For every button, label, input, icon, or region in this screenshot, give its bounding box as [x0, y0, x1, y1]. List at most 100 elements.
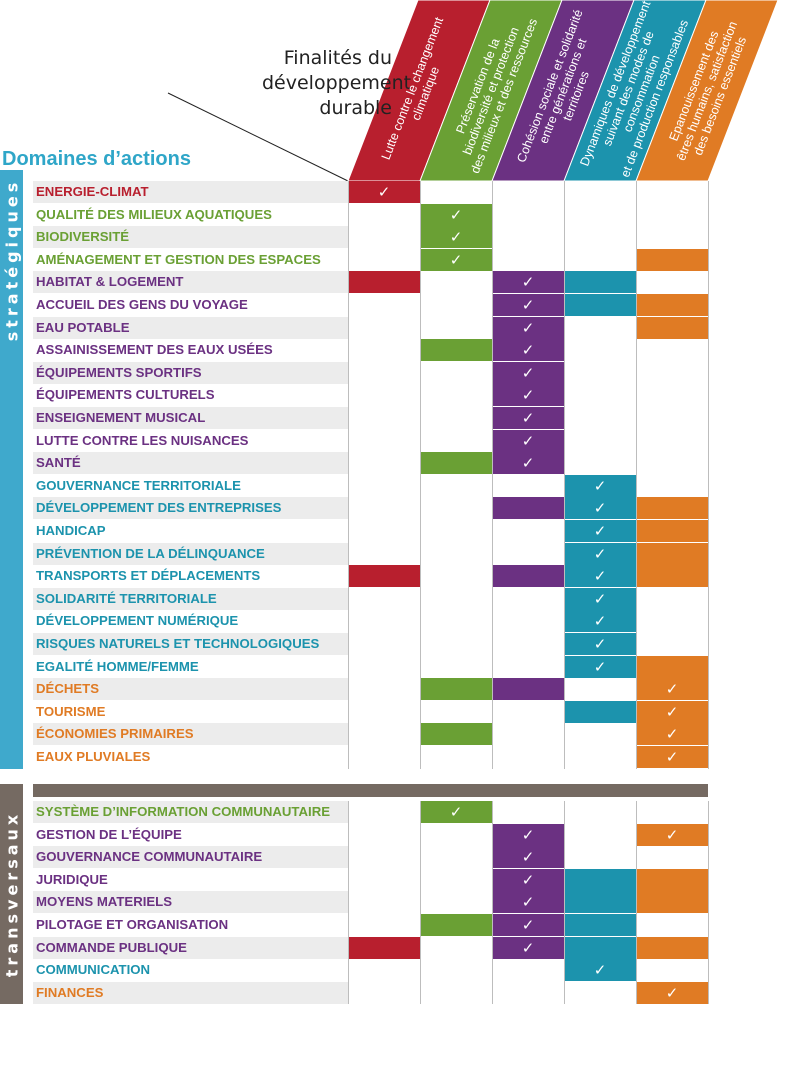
row-label: DÉVELOPPEMENT DES ENTREPRISES [36, 500, 282, 516]
matrix-cell-empty [564, 226, 636, 249]
matrix-cell-empty [564, 801, 636, 823]
row-label: RISQUES NATURELS ET TECHNOLOGIQUES [36, 636, 320, 651]
row-label: ASSAINISSEMENT DES EAUX USÉES [36, 342, 273, 358]
matrix-cell-empty [636, 361, 708, 384]
table-row: RISQUES NATURELS ET TECHNOLOGIQUES ✓ [33, 633, 708, 655]
table-row: DÉVELOPPEMENT NUMÉRIQUE ✓ [33, 610, 708, 633]
matrix-cell-empty [348, 339, 420, 362]
table-row: EAU POTABLE ✓ [33, 316, 708, 339]
matrix-cell-filled: ✓ [564, 565, 636, 588]
table-row: ÉQUIPEMENTS SPORTIFS ✓ [33, 361, 708, 384]
grid-line [492, 801, 493, 1005]
row-label: GESTION DE L’ÉQUIPE [36, 826, 182, 842]
matrix-cell-empty [420, 633, 492, 655]
matrix-cell-empty [348, 823, 420, 846]
matrix-cell-empty [348, 407, 420, 429]
table-row: COMMUNICATION ✓ [33, 959, 708, 982]
matrix-cell-empty [492, 746, 564, 768]
row-label: QUALITÉ DES MILIEUX AQUATIQUES [36, 206, 272, 222]
section-label-strategiques: stratégiques [2, 178, 21, 342]
matrix-cell-empty [348, 746, 420, 768]
matrix-cell-empty [348, 700, 420, 723]
matrix-cell-filled: ✓ [564, 587, 636, 610]
matrix-cell-empty [636, 959, 708, 982]
matrix-cell-filled: ✓ [492, 429, 564, 452]
matrix-cell-empty [420, 384, 492, 407]
table-row: ÉQUIPEMENTS CULTURELS ✓ [33, 384, 708, 407]
matrix-cell-empty [348, 891, 420, 914]
matrix-cell-empty [348, 294, 420, 316]
matrix-cell-filled [636, 520, 708, 542]
check-icon: ✓ [521, 363, 535, 382]
matrix-cell-filled [348, 936, 420, 959]
check-icon: ✓ [521, 938, 535, 957]
table-row: EAUX PLUVIALES ✓ [33, 746, 708, 768]
row-label: ACCUEIL DES GENS DU VOYAGE [36, 297, 248, 312]
matrix-cell-filled: ✓ [564, 520, 636, 542]
matrix-cell-filled [492, 678, 564, 701]
matrix-cell-empty [564, 429, 636, 452]
matrix-cell-empty [492, 181, 564, 203]
check-icon: ✓ [521, 341, 535, 360]
table-row: MOYENS MATERIELS ✓ [33, 891, 708, 914]
matrix-cell-empty [636, 339, 708, 362]
matrix-cell-empty [420, 294, 492, 316]
matrix-cell-empty [348, 474, 420, 497]
matrix-cell-empty [492, 203, 564, 226]
matrix-cell-empty [636, 181, 708, 203]
table-row: BIODIVERSITÉ ✓ [33, 226, 708, 249]
row-label: AMÉNAGEMENT ET GESTION DES ESPACES [36, 251, 321, 267]
matrix-cell-filled: ✓ [492, 891, 564, 914]
matrix-cell-empty [564, 678, 636, 701]
matrix-cell-empty [348, 226, 420, 249]
matrix-cell-filled: ✓ [492, 339, 564, 362]
table-row: GOUVERNANCE TERRITORIALE ✓ [33, 474, 708, 497]
matrix-cell-filled [636, 936, 708, 959]
table-row: GESTION DE L’ÉQUIPE ✓ ✓ [33, 823, 708, 846]
matrix-cell-filled: ✓ [564, 655, 636, 678]
matrix-cell-filled [636, 497, 708, 520]
matrix-cell-empty [492, 801, 564, 823]
matrix-cell-filled [564, 294, 636, 316]
matrix-cell-filled [564, 700, 636, 723]
matrix-cell-filled: ✓ [492, 384, 564, 407]
grid-line [420, 181, 421, 769]
check-icon: ✓ [521, 296, 535, 314]
pointer-line [167, 92, 349, 182]
matrix-cell-empty [564, 339, 636, 362]
table-row: SYSTÈME D’INFORMATION COMMUNAUTAIRE ✓ [33, 801, 708, 823]
row-label: GOUVERNANCE TERRITORIALE [36, 477, 241, 493]
check-icon: ✓ [521, 409, 535, 427]
row-label: DÉCHETS [36, 681, 100, 697]
check-icon: ✓ [521, 318, 535, 337]
check-icon: ✓ [593, 544, 607, 563]
matrix-cell-empty [348, 542, 420, 565]
matrix-cell-empty [420, 181, 492, 203]
matrix-cell-filled: ✓ [492, 914, 564, 936]
matrix-cell-empty [348, 868, 420, 891]
matrix-cell-empty [348, 723, 420, 746]
matrix-cell-filled: ✓ [636, 678, 708, 701]
row-label: GOUVERNANCE COMMUNAUTAIRE [36, 849, 263, 865]
grid-line [348, 181, 349, 769]
matrix-cell-empty [348, 203, 420, 226]
matrix-cell-empty [636, 452, 708, 475]
matrix-cell-empty [420, 474, 492, 497]
matrix-cell-filled [420, 914, 492, 936]
check-icon: ✓ [593, 476, 607, 495]
matrix-cell-filled [564, 891, 636, 914]
check-icon: ✓ [449, 250, 463, 269]
matrix-cell-filled: ✓ [420, 248, 492, 271]
matrix-cell-empty [492, 723, 564, 746]
matrix-cell-empty [636, 271, 708, 294]
matrix-cell-filled: ✓ [636, 981, 708, 1004]
matrix-cell-empty [492, 655, 564, 678]
matrix-cell-filled: ✓ [636, 823, 708, 846]
table-row: HANDICAP ✓ [33, 520, 708, 542]
matrix-cell-empty [348, 610, 420, 633]
check-icon: ✓ [593, 589, 607, 608]
matrix-cell-filled [564, 271, 636, 294]
check-icon: ✓ [665, 702, 679, 721]
matrix-cell-empty [348, 633, 420, 655]
matrix-cell-empty [420, 823, 492, 846]
